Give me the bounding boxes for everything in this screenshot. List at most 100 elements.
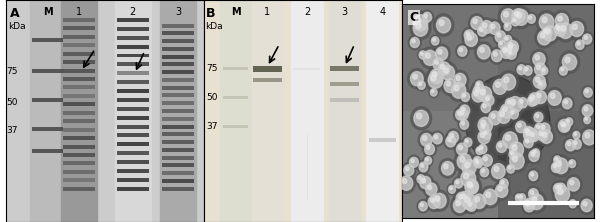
Bar <box>291 0 323 222</box>
Circle shape <box>562 54 577 70</box>
Circle shape <box>473 84 486 98</box>
Bar <box>116 178 149 182</box>
Circle shape <box>412 39 415 43</box>
Circle shape <box>526 90 542 108</box>
Circle shape <box>421 10 434 24</box>
Circle shape <box>529 194 544 210</box>
Circle shape <box>423 155 433 166</box>
Circle shape <box>443 133 458 149</box>
Circle shape <box>568 178 580 191</box>
Circle shape <box>517 195 519 198</box>
Circle shape <box>448 138 451 142</box>
Circle shape <box>504 23 511 30</box>
Circle shape <box>459 191 471 205</box>
Circle shape <box>408 35 421 50</box>
Bar <box>162 93 194 97</box>
Circle shape <box>480 167 488 177</box>
Circle shape <box>560 96 574 111</box>
Circle shape <box>523 126 533 138</box>
Circle shape <box>512 156 518 162</box>
Circle shape <box>564 116 574 128</box>
Bar <box>162 47 194 51</box>
Circle shape <box>543 26 557 41</box>
Circle shape <box>539 14 554 30</box>
Circle shape <box>537 120 553 137</box>
Circle shape <box>462 28 476 43</box>
Circle shape <box>477 142 488 156</box>
Bar <box>116 107 149 111</box>
Circle shape <box>534 112 543 122</box>
Circle shape <box>475 114 496 137</box>
Circle shape <box>500 46 512 58</box>
Bar <box>116 54 149 57</box>
Bar <box>116 45 149 49</box>
Bar <box>223 67 248 71</box>
Circle shape <box>506 43 517 55</box>
Circle shape <box>430 69 443 84</box>
Circle shape <box>443 68 448 73</box>
Circle shape <box>551 181 565 196</box>
Circle shape <box>514 119 528 135</box>
Circle shape <box>560 122 565 126</box>
Bar <box>63 111 95 115</box>
Circle shape <box>452 83 466 98</box>
Circle shape <box>559 23 572 39</box>
Circle shape <box>467 181 478 193</box>
Circle shape <box>478 45 490 59</box>
Circle shape <box>469 85 487 105</box>
Circle shape <box>430 35 440 47</box>
Circle shape <box>461 92 470 101</box>
Circle shape <box>527 128 541 144</box>
Circle shape <box>480 123 489 133</box>
Circle shape <box>425 157 431 165</box>
Circle shape <box>500 111 504 117</box>
Circle shape <box>400 176 413 190</box>
Circle shape <box>540 33 545 38</box>
Circle shape <box>572 139 581 149</box>
Circle shape <box>427 146 430 150</box>
Circle shape <box>426 158 428 161</box>
Circle shape <box>557 64 569 77</box>
Circle shape <box>574 133 577 135</box>
Circle shape <box>580 102 595 119</box>
Bar <box>162 109 194 113</box>
Circle shape <box>475 158 478 162</box>
Circle shape <box>522 135 535 150</box>
Circle shape <box>542 68 545 71</box>
Circle shape <box>456 76 460 81</box>
Circle shape <box>508 50 512 54</box>
Circle shape <box>422 12 431 22</box>
Circle shape <box>424 180 439 198</box>
Text: 50: 50 <box>7 98 18 107</box>
Bar <box>116 116 149 120</box>
Circle shape <box>532 197 537 202</box>
Circle shape <box>518 98 527 108</box>
Circle shape <box>459 191 479 213</box>
Circle shape <box>530 190 534 194</box>
Circle shape <box>489 47 505 64</box>
Bar <box>32 69 63 73</box>
Circle shape <box>559 120 572 133</box>
Bar <box>162 31 194 35</box>
Bar <box>63 187 95 191</box>
Circle shape <box>451 70 469 90</box>
Circle shape <box>583 130 596 145</box>
Bar <box>116 160 149 164</box>
Circle shape <box>425 53 430 58</box>
Circle shape <box>521 124 539 145</box>
Circle shape <box>522 196 536 212</box>
Circle shape <box>524 200 535 212</box>
Circle shape <box>500 128 521 152</box>
Circle shape <box>460 105 470 116</box>
Circle shape <box>578 196 595 214</box>
Circle shape <box>454 141 470 158</box>
Circle shape <box>556 161 562 166</box>
Circle shape <box>457 154 472 169</box>
Bar <box>116 98 149 102</box>
Circle shape <box>562 98 572 109</box>
Circle shape <box>439 20 444 26</box>
Text: kDa: kDa <box>8 22 26 31</box>
Circle shape <box>536 77 540 82</box>
Circle shape <box>484 95 494 106</box>
Circle shape <box>463 136 473 149</box>
